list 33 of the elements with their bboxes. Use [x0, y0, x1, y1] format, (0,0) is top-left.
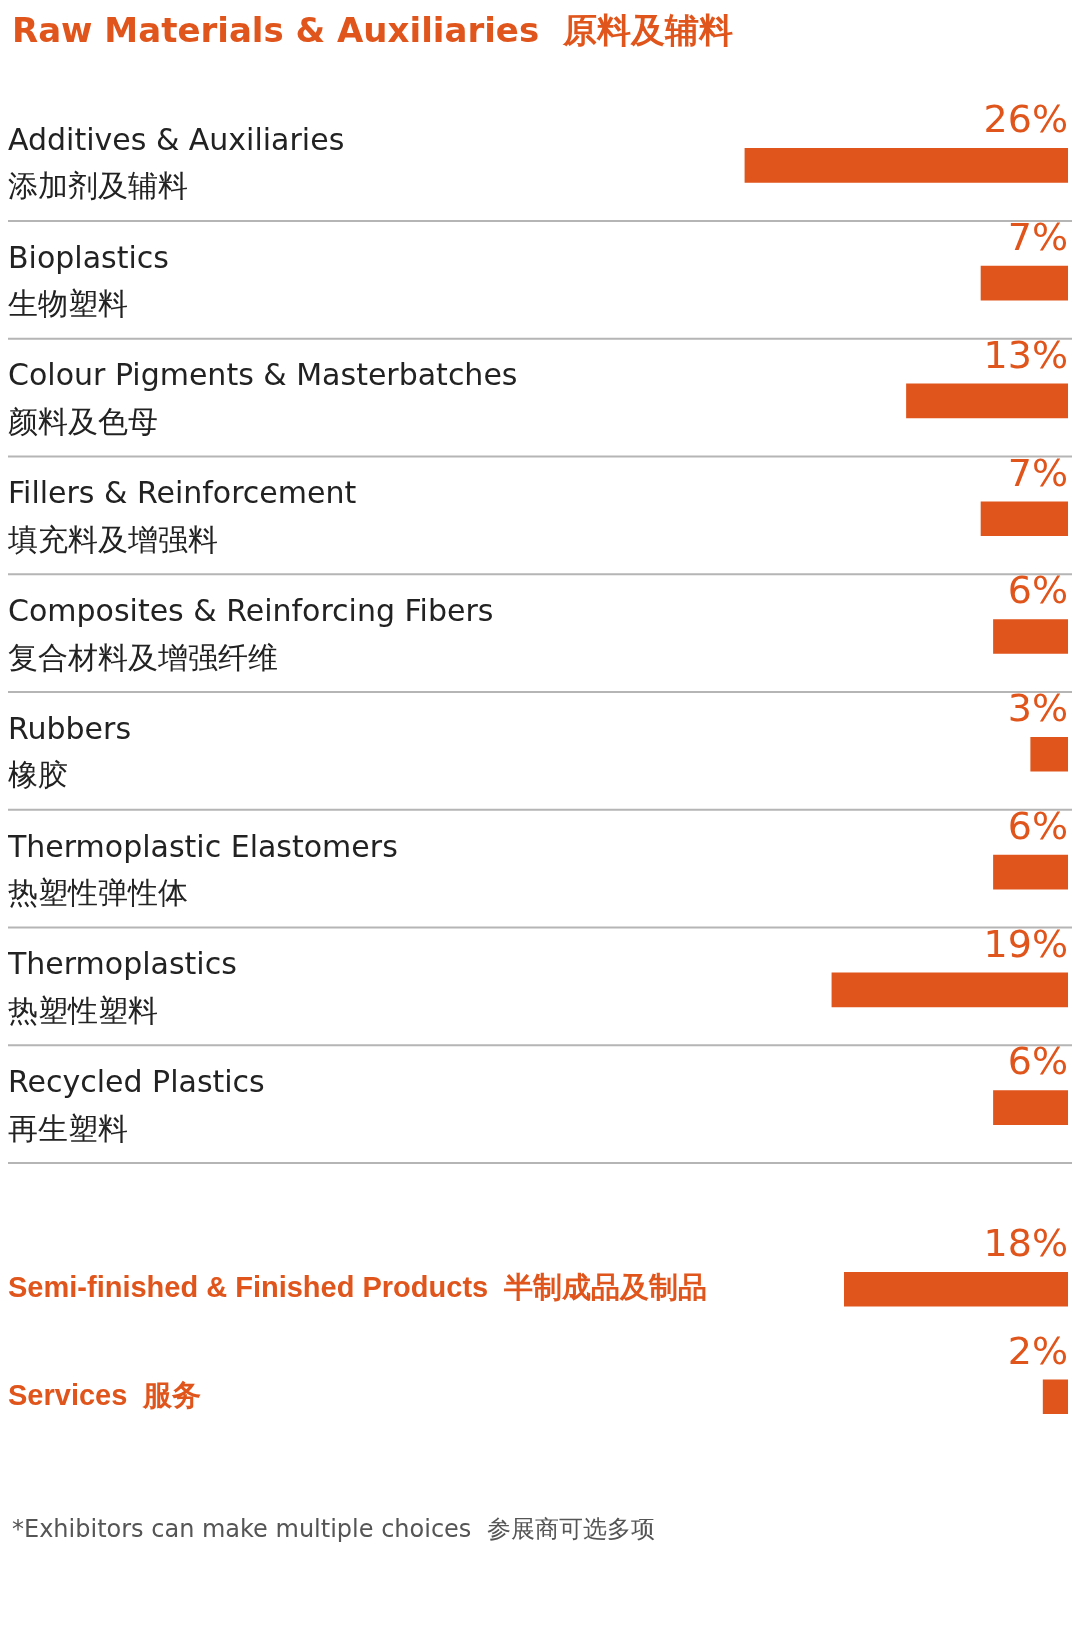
- bar: [993, 1090, 1068, 1125]
- y-tick-label: Thermoplastic Elastomers 热塑性弹性体: [7, 828, 398, 911]
- data-label: 7%: [1007, 215, 1068, 260]
- bar: [744, 148, 1068, 183]
- y-tick-label: Colour Pigments & Masterbatches 颜料及色母: [8, 357, 518, 439]
- data-label: 13%: [983, 332, 1068, 377]
- data-label: 19%: [983, 921, 1068, 966]
- bar: [993, 619, 1068, 654]
- y-tick-label: Recycled Plastics 再生塑料: [8, 1064, 265, 1146]
- data-label: 26%: [983, 97, 1068, 142]
- data-label: 6%: [1007, 1039, 1068, 1084]
- y-tick-label: Bioplastics 生物塑料: [8, 239, 169, 322]
- data-label: 2%: [1007, 1328, 1068, 1373]
- bar: [980, 501, 1068, 537]
- bar: [980, 265, 1068, 301]
- y-tick-label: Rubbers 橡胶: [8, 710, 132, 793]
- data-label: 18%: [983, 1221, 1068, 1266]
- text: Raw Materials & Auxiliaries 原料及辅料: [12, 9, 734, 52]
- bar: [906, 383, 1068, 419]
- y-tick-label: Fillers & Reinforcement 填充料及增强料: [7, 475, 357, 557]
- data-label: 6%: [1007, 568, 1068, 613]
- y-tick-label: Services 服务: [8, 1378, 202, 1411]
- y-tick-label: Semi-finished & Finished Products 半制成品及制品: [8, 1271, 708, 1304]
- y-tick-label: Composites & Reinforcing Fibers 复合材料及增强纤维: [8, 593, 494, 675]
- text: *Exhibitors can make multiple choices 参展商可选多项: [12, 1514, 656, 1545]
- bar: [1030, 736, 1068, 772]
- y-tick-label: Thermoplastics 热塑性塑料: [7, 946, 237, 1028]
- data-label: 3%: [1007, 686, 1068, 731]
- y-tick-label: Additives & Auxiliaries 添加剂及辅料: [8, 121, 345, 204]
- bar: [993, 854, 1068, 890]
- bar: [831, 972, 1068, 1008]
- data-label: 7%: [1007, 450, 1068, 495]
- data-label: 6%: [1007, 803, 1068, 848]
